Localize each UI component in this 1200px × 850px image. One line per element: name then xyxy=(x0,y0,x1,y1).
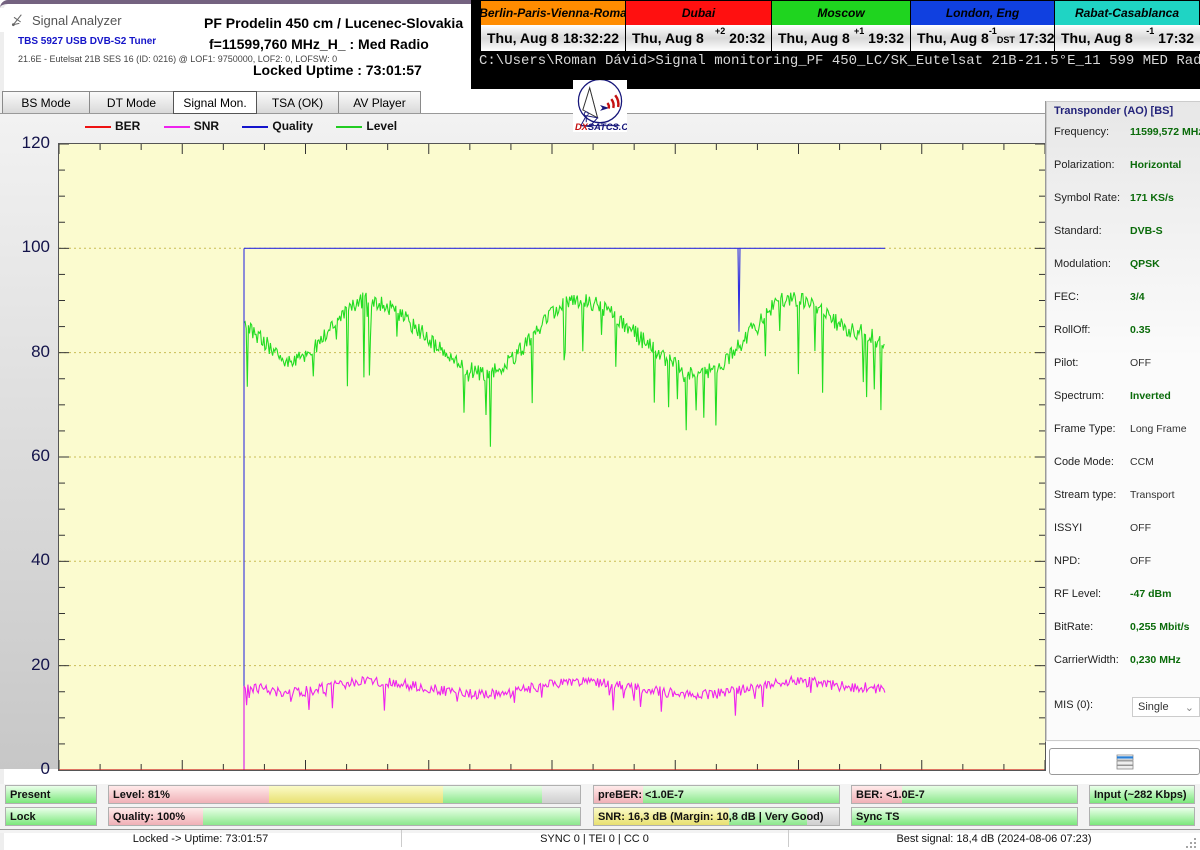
svg-text:DXSATCS.COM: DXSATCS.COM xyxy=(575,122,627,132)
